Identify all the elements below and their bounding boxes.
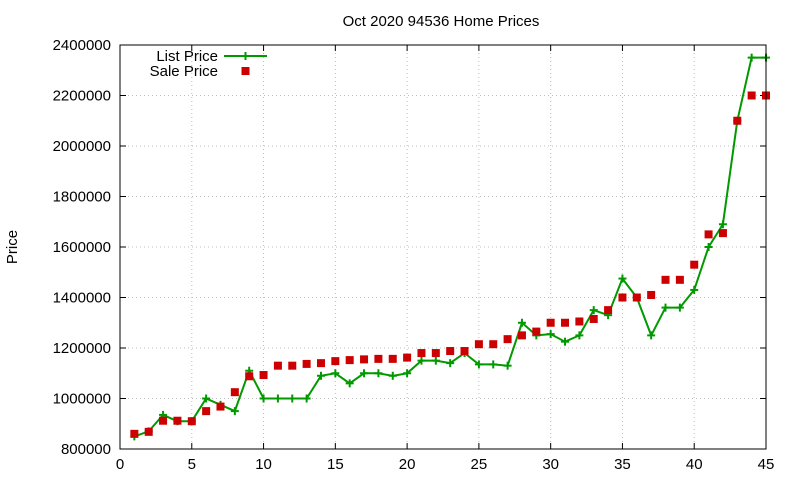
sale-price-point [632,293,641,302]
sale-price-point [159,416,168,425]
sale-price-point [575,317,584,326]
sale-price-point [273,361,282,370]
y-tick-label: 1400000 [53,290,111,307]
x-tick-label: 30 [542,456,559,473]
x-tick-labels: 0 5 10 15 20 25 30 35 40 45 [116,456,775,473]
sale-price-point [403,353,412,362]
legend-marker-sale-price [241,67,250,75]
sale-price-point [733,116,742,125]
sale-price-point [202,407,211,416]
legend: List Price Sale Price [150,48,267,80]
sale-price-point [446,347,455,356]
sale-price-point [661,275,670,284]
y-tick-label: 800000 [61,441,111,458]
x-tick-label: 0 [116,456,124,473]
x-tick-label: 5 [188,456,196,473]
legend-swatches [224,52,267,75]
sale-price-point [173,416,182,425]
sale-price-point [604,306,613,315]
x-tick-label: 15 [327,456,344,473]
x-tick-label: 45 [758,456,775,473]
x-tick-label: 40 [686,456,703,473]
sale-price-point [331,357,340,366]
sale-price-point [345,356,354,365]
sale-price-point [589,314,598,323]
y-tick-label: 1200000 [53,340,111,357]
plot-border [119,44,767,450]
grid [120,45,766,449]
sale-price-point [216,402,225,411]
y-tick-label: 1000000 [53,391,111,408]
sale-price-point [546,318,555,327]
sale-price-point [417,349,426,358]
sale-price-point [517,331,526,340]
sale-price-point [474,340,483,349]
sale-price-point [618,293,627,302]
legend-label-list-price: List Price [156,48,218,65]
sale-price-point [647,290,656,299]
y-tick-labels: 800000 1000000 1200000 1400000 1600000 180000… [53,37,111,458]
sale-price-point [360,355,369,364]
y-tick-label: 2200000 [53,88,111,105]
y-axis-label: Price [4,230,21,264]
sale-price-point [230,388,239,397]
series-1 [130,91,770,438]
y-tick-label: 1800000 [53,189,111,206]
sale-price-point [388,354,397,363]
x-tick-label: 10 [255,456,272,473]
sale-price-point [704,230,713,239]
sale-price-point [460,347,469,356]
y-tick-label: 1600000 [53,239,111,256]
sale-price-point [718,229,727,238]
sale-price-point [374,354,383,363]
sale-price-point [503,335,512,344]
sale-price-point [489,340,498,349]
sale-price-point [259,371,268,380]
y-tick-label: 2400000 [53,37,111,54]
legend-label-sale-price: Sale Price [150,63,218,80]
sale-price-point [690,260,699,269]
sale-price-point [431,349,440,358]
sale-price-point [316,359,325,368]
sale-price-point [245,372,254,381]
sale-price-point [675,275,684,284]
sale-price-point [561,318,570,327]
sale-price-point [532,327,541,336]
y-tick-label: 2000000 [53,138,111,155]
sale-price-point [187,417,196,426]
chart-title: Oct 2020 94536 Home Prices [343,13,540,30]
sale-price-point [144,427,153,436]
x-tick-label: 35 [614,456,631,473]
sale-price-point [302,359,311,368]
sale-price-point [747,91,756,100]
sale-price-point [130,429,139,438]
sale-price-point [288,361,297,370]
x-tick-label: 25 [471,456,488,473]
x-tick-label: 20 [399,456,416,473]
